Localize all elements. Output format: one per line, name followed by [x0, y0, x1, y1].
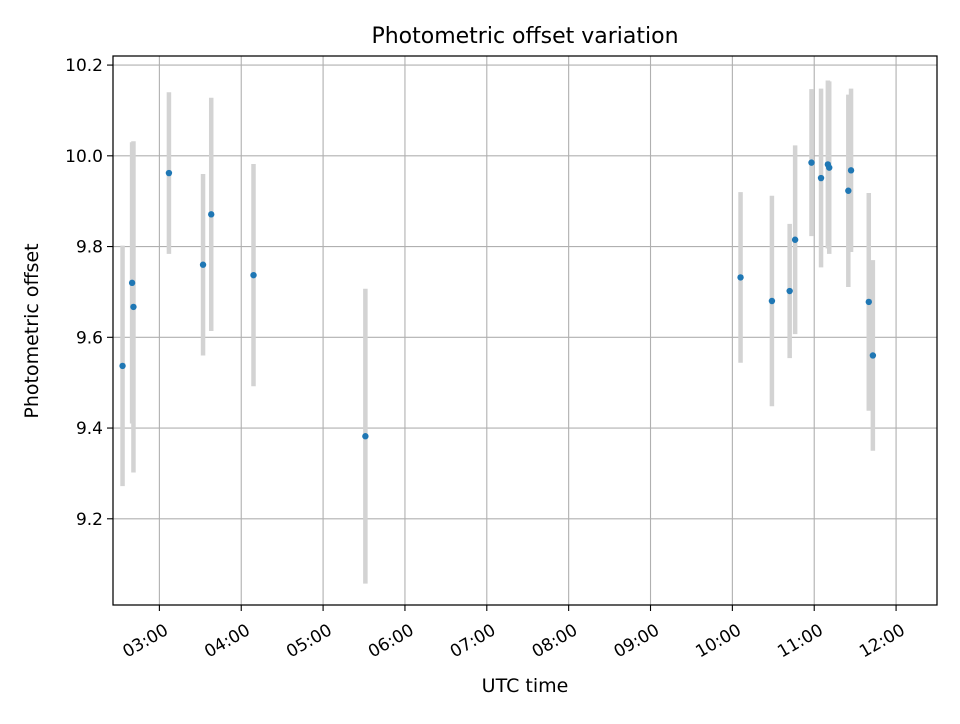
data-point	[119, 362, 126, 370]
data-point	[362, 433, 369, 440]
x-tick-label: 03:00	[119, 620, 171, 662]
y-tick-label: 10.0	[65, 147, 103, 167]
y-tick-layer: 9.2 9.4 9.6 9.8 10.0 10.2	[65, 56, 113, 530]
data-point	[808, 159, 815, 166]
data-point	[791, 236, 799, 243]
data-point	[869, 352, 877, 359]
data-point	[737, 274, 744, 281]
data-point	[208, 211, 215, 218]
x-tick-label: 09:00	[611, 620, 663, 662]
y-tick-label: 9.2	[76, 510, 103, 530]
data-point	[128, 279, 136, 287]
data-point	[786, 287, 793, 295]
x-tick-label: 10:00	[692, 620, 744, 662]
x-tick-label: 05:00	[283, 620, 335, 662]
y-tick-label: 9.8	[76, 238, 103, 258]
data-point	[845, 187, 852, 194]
x-tick-label: 08:00	[529, 620, 581, 662]
data-point	[865, 298, 872, 306]
point-layer	[119, 159, 877, 440]
y-tick-label: 9.6	[76, 328, 103, 348]
y-tick-label: 9.4	[76, 419, 103, 439]
x-tick-label: 12:00	[856, 620, 908, 662]
x-tick-label: 11:00	[774, 620, 826, 662]
data-point	[817, 174, 825, 182]
x-tick-layer: 03:00 04:00 05:00 06:00 07:00 08:00 09:00 10:00…	[119, 605, 909, 662]
x-tick-label: 06:00	[365, 620, 417, 662]
y-tick-label: 10.2	[65, 56, 103, 76]
chart-title: Photometric offset variation	[371, 24, 678, 49]
data-point	[847, 167, 855, 174]
data-point	[250, 271, 257, 279]
data-point	[826, 164, 833, 171]
x-axis-label: UTC time	[482, 675, 569, 697]
x-tick-label: 07:00	[447, 620, 499, 662]
data-point	[130, 303, 137, 311]
plot-frame	[112, 55, 938, 606]
data-point	[165, 169, 173, 177]
data-point	[199, 261, 207, 268]
y-axis-label: Photometric offset	[21, 243, 43, 418]
x-tick-label: 04:00	[201, 620, 253, 662]
data-point	[768, 297, 776, 305]
grid-layer	[113, 56, 937, 605]
